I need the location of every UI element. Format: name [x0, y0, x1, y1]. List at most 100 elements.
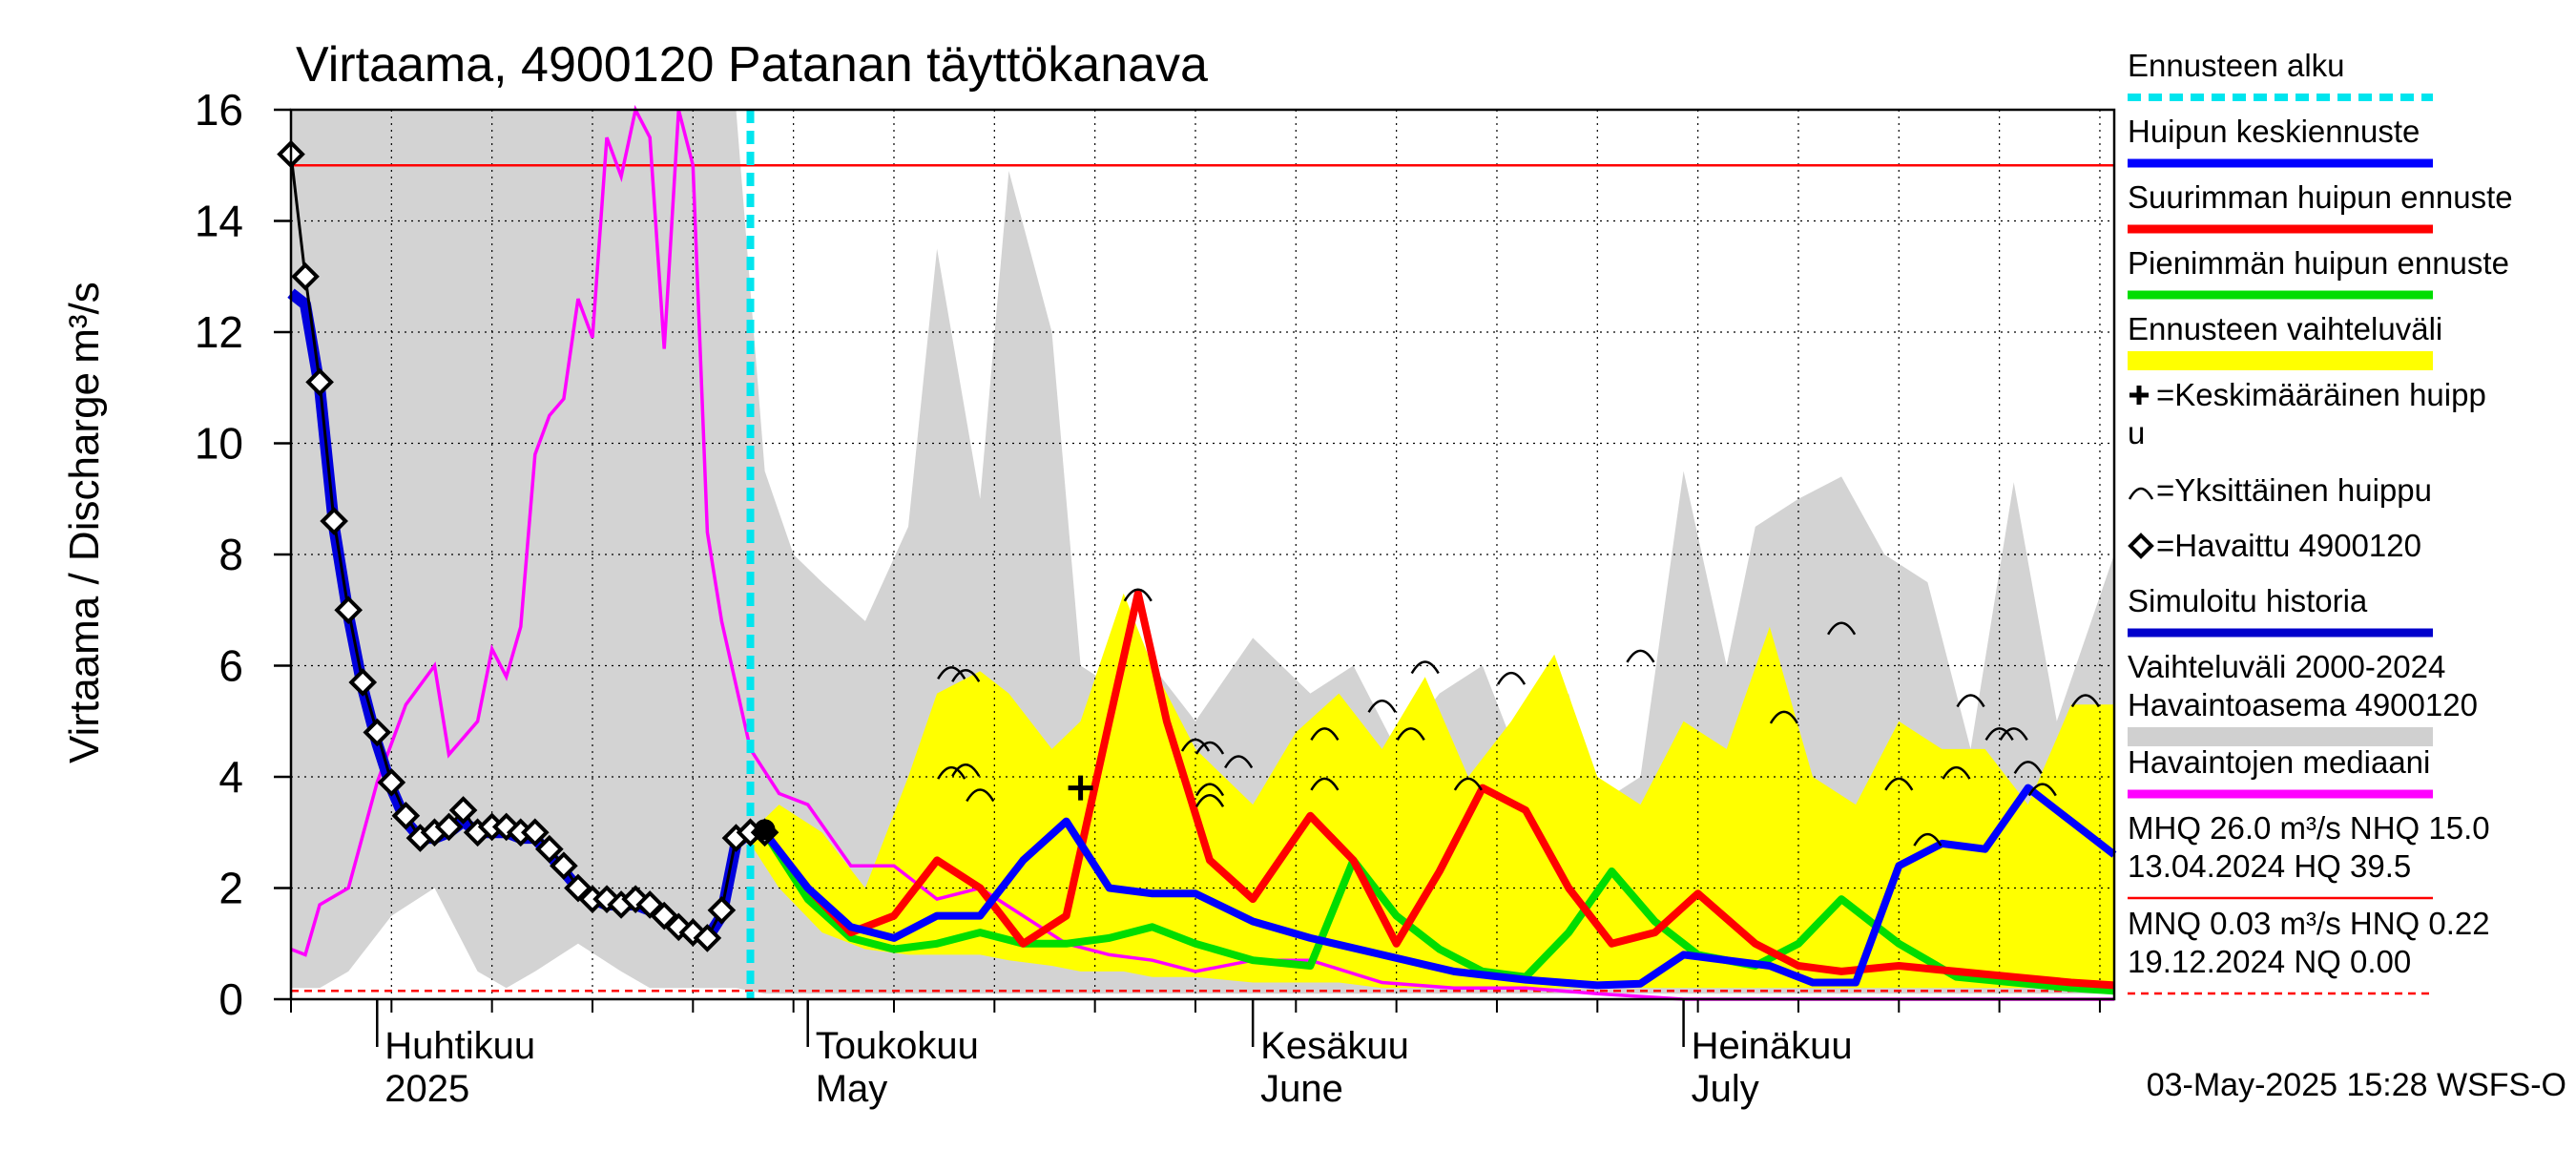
legend-label: MHQ 26.0 m³/s NHQ 15.0	[2128, 810, 2490, 846]
single-peak-marker	[937, 666, 966, 680]
single-peak-marker	[1180, 738, 1211, 752]
legend-label: =Yksittäinen huippu	[2156, 472, 2432, 508]
single-peak-marker	[951, 763, 981, 777]
observed-point	[520, 818, 550, 847]
legend-label-line2: Havaintoasema 4900120	[2128, 687, 2478, 722]
legend-label: Ennusteen vaihteluväli	[2128, 311, 2442, 346]
single-peak-marker	[1310, 727, 1340, 742]
observed-point	[391, 801, 421, 830]
x-month-label-fi: Heinäkuu	[1692, 1025, 1853, 1067]
observed-point	[550, 851, 578, 881]
max-peak-forecast-line	[761, 589, 2115, 990]
y-axis-label: Virtaama / Discharge	[61, 372, 108, 763]
single-peak-marker	[951, 669, 981, 682]
legend-label: =Havaittu 4900120	[2156, 528, 2421, 563]
legend-plus-symbol	[2129, 386, 2149, 405]
legend-arc-symbol	[2128, 487, 2154, 500]
forecast-range-band-layer	[750, 593, 2114, 989]
observed-point	[434, 812, 464, 842]
median-observations-line	[290, 104, 2114, 1001]
single-peak-marker	[1310, 777, 1340, 791]
y-tick-label: 0	[218, 974, 243, 1024]
observed-point	[448, 796, 478, 825]
observed-point	[320, 507, 348, 535]
single-peak-marker	[966, 788, 995, 803]
x-month-label-fi: Kesäkuu	[1260, 1025, 1409, 1067]
legend-label: Suurimman huipun ennuste	[2128, 179, 2513, 215]
x-month-label-en: June	[1260, 1068, 1343, 1110]
observed-point	[363, 718, 392, 747]
legend: Ennusteen alku Huipun keskiennuste Suurimm…	[2128, 48, 2513, 995]
single-peak-marker	[1496, 671, 1527, 685]
single-peak-marker	[1224, 755, 1254, 769]
single-peak-marker	[1984, 727, 2014, 742]
single-peak-marker	[1827, 621, 1857, 636]
single-peak-marker	[1195, 741, 1225, 755]
y-tick-label: 12	[195, 307, 243, 357]
single-peak-marker	[1942, 765, 1971, 780]
x-month-label-en: 2025	[384, 1068, 469, 1110]
chart-title: Virtaama, 4900120 Patanan täyttökanava	[296, 37, 1208, 93]
legend-label-line2: 13.04.2024 HQ 39.5	[2128, 848, 2411, 884]
y-tick-label: 10	[195, 419, 243, 469]
x-month-label-en: July	[1692, 1068, 1759, 1110]
observed-point	[348, 668, 378, 697]
forecast-range-band	[750, 593, 2114, 989]
observed-point	[377, 767, 406, 797]
legend-label: Simuloitu historia	[2128, 583, 2368, 618]
observed-point	[334, 596, 364, 625]
legend-label: MNQ 0.03 m³/s HNQ 0.22	[2128, 906, 2490, 941]
single-peak-marker	[1367, 700, 1397, 713]
single-peak-marker	[1884, 777, 1914, 791]
mean-peak-forecast-line	[761, 784, 2117, 990]
x-month-label-en: May	[816, 1068, 888, 1110]
single-peak-marker	[1769, 710, 1798, 724]
forecast-start-dot	[754, 819, 776, 841]
observed-point	[535, 834, 564, 864]
single-peak-marker	[1626, 649, 1655, 663]
legend-swatch	[2128, 727, 2433, 746]
single-peak-marker	[1195, 794, 1225, 807]
legend-diamond-symbol	[2128, 533, 2154, 559]
legend-label: Pienimmän huipun ennuste	[2128, 245, 2509, 281]
single-peak-marker	[1123, 588, 1153, 602]
observed-point	[707, 895, 737, 925]
min-peak-forecast-line	[761, 830, 2115, 995]
single-peak-marker	[2027, 783, 2057, 797]
observed-point	[291, 261, 320, 291]
legend-label: =Keskimääräinen huipp	[2156, 377, 2486, 412]
footer-timestamp: 03-May-2025 15:28 WSFS-O	[2147, 1067, 2566, 1103]
y-axis-label-group: Virtaama / Discharge	[61, 372, 108, 763]
y-tick-label: 4	[218, 752, 243, 802]
single-peak-marker	[2013, 761, 2043, 774]
x-month-label-fi: Toukokuu	[816, 1025, 979, 1067]
observed-point	[305, 367, 334, 397]
legend-label: Huipun keskiennuste	[2128, 114, 2420, 149]
single-peak-marker	[1410, 660, 1440, 675]
y-axis-unit: m³/s	[61, 282, 108, 364]
legend-label-line2: 19.12.2024 NQ 0.00	[2128, 944, 2411, 979]
y-axis-unit-group: m³/s	[61, 282, 108, 364]
y-tick-label: 16	[195, 85, 243, 135]
single-peak-marker	[937, 765, 966, 780]
legend-label-line2: u	[2128, 415, 2145, 450]
markers-layer	[277, 139, 2100, 952]
legend-label: Vaihteluväli 2000-2024	[2128, 649, 2445, 684]
single-peak-marker	[1195, 783, 1225, 797]
grid-layer	[290, 109, 2114, 1000]
single-peak-marker	[2070, 694, 2100, 708]
legend-label: Havaintojen mediaani	[2128, 744, 2430, 780]
legend-label: Ennusteen alku	[2128, 48, 2345, 83]
single-peak-marker	[1396, 727, 1425, 742]
legend-swatch	[2128, 351, 2433, 370]
x-month-label-fi: Huhtikuu	[384, 1025, 535, 1067]
single-peak-marker	[1913, 832, 1942, 847]
y-tick-label: 6	[218, 641, 243, 691]
single-peak-marker	[1956, 694, 1985, 708]
observed-point	[693, 924, 722, 952]
single-peak-marker	[1453, 777, 1483, 791]
y-tick-label: 14	[195, 197, 243, 246]
